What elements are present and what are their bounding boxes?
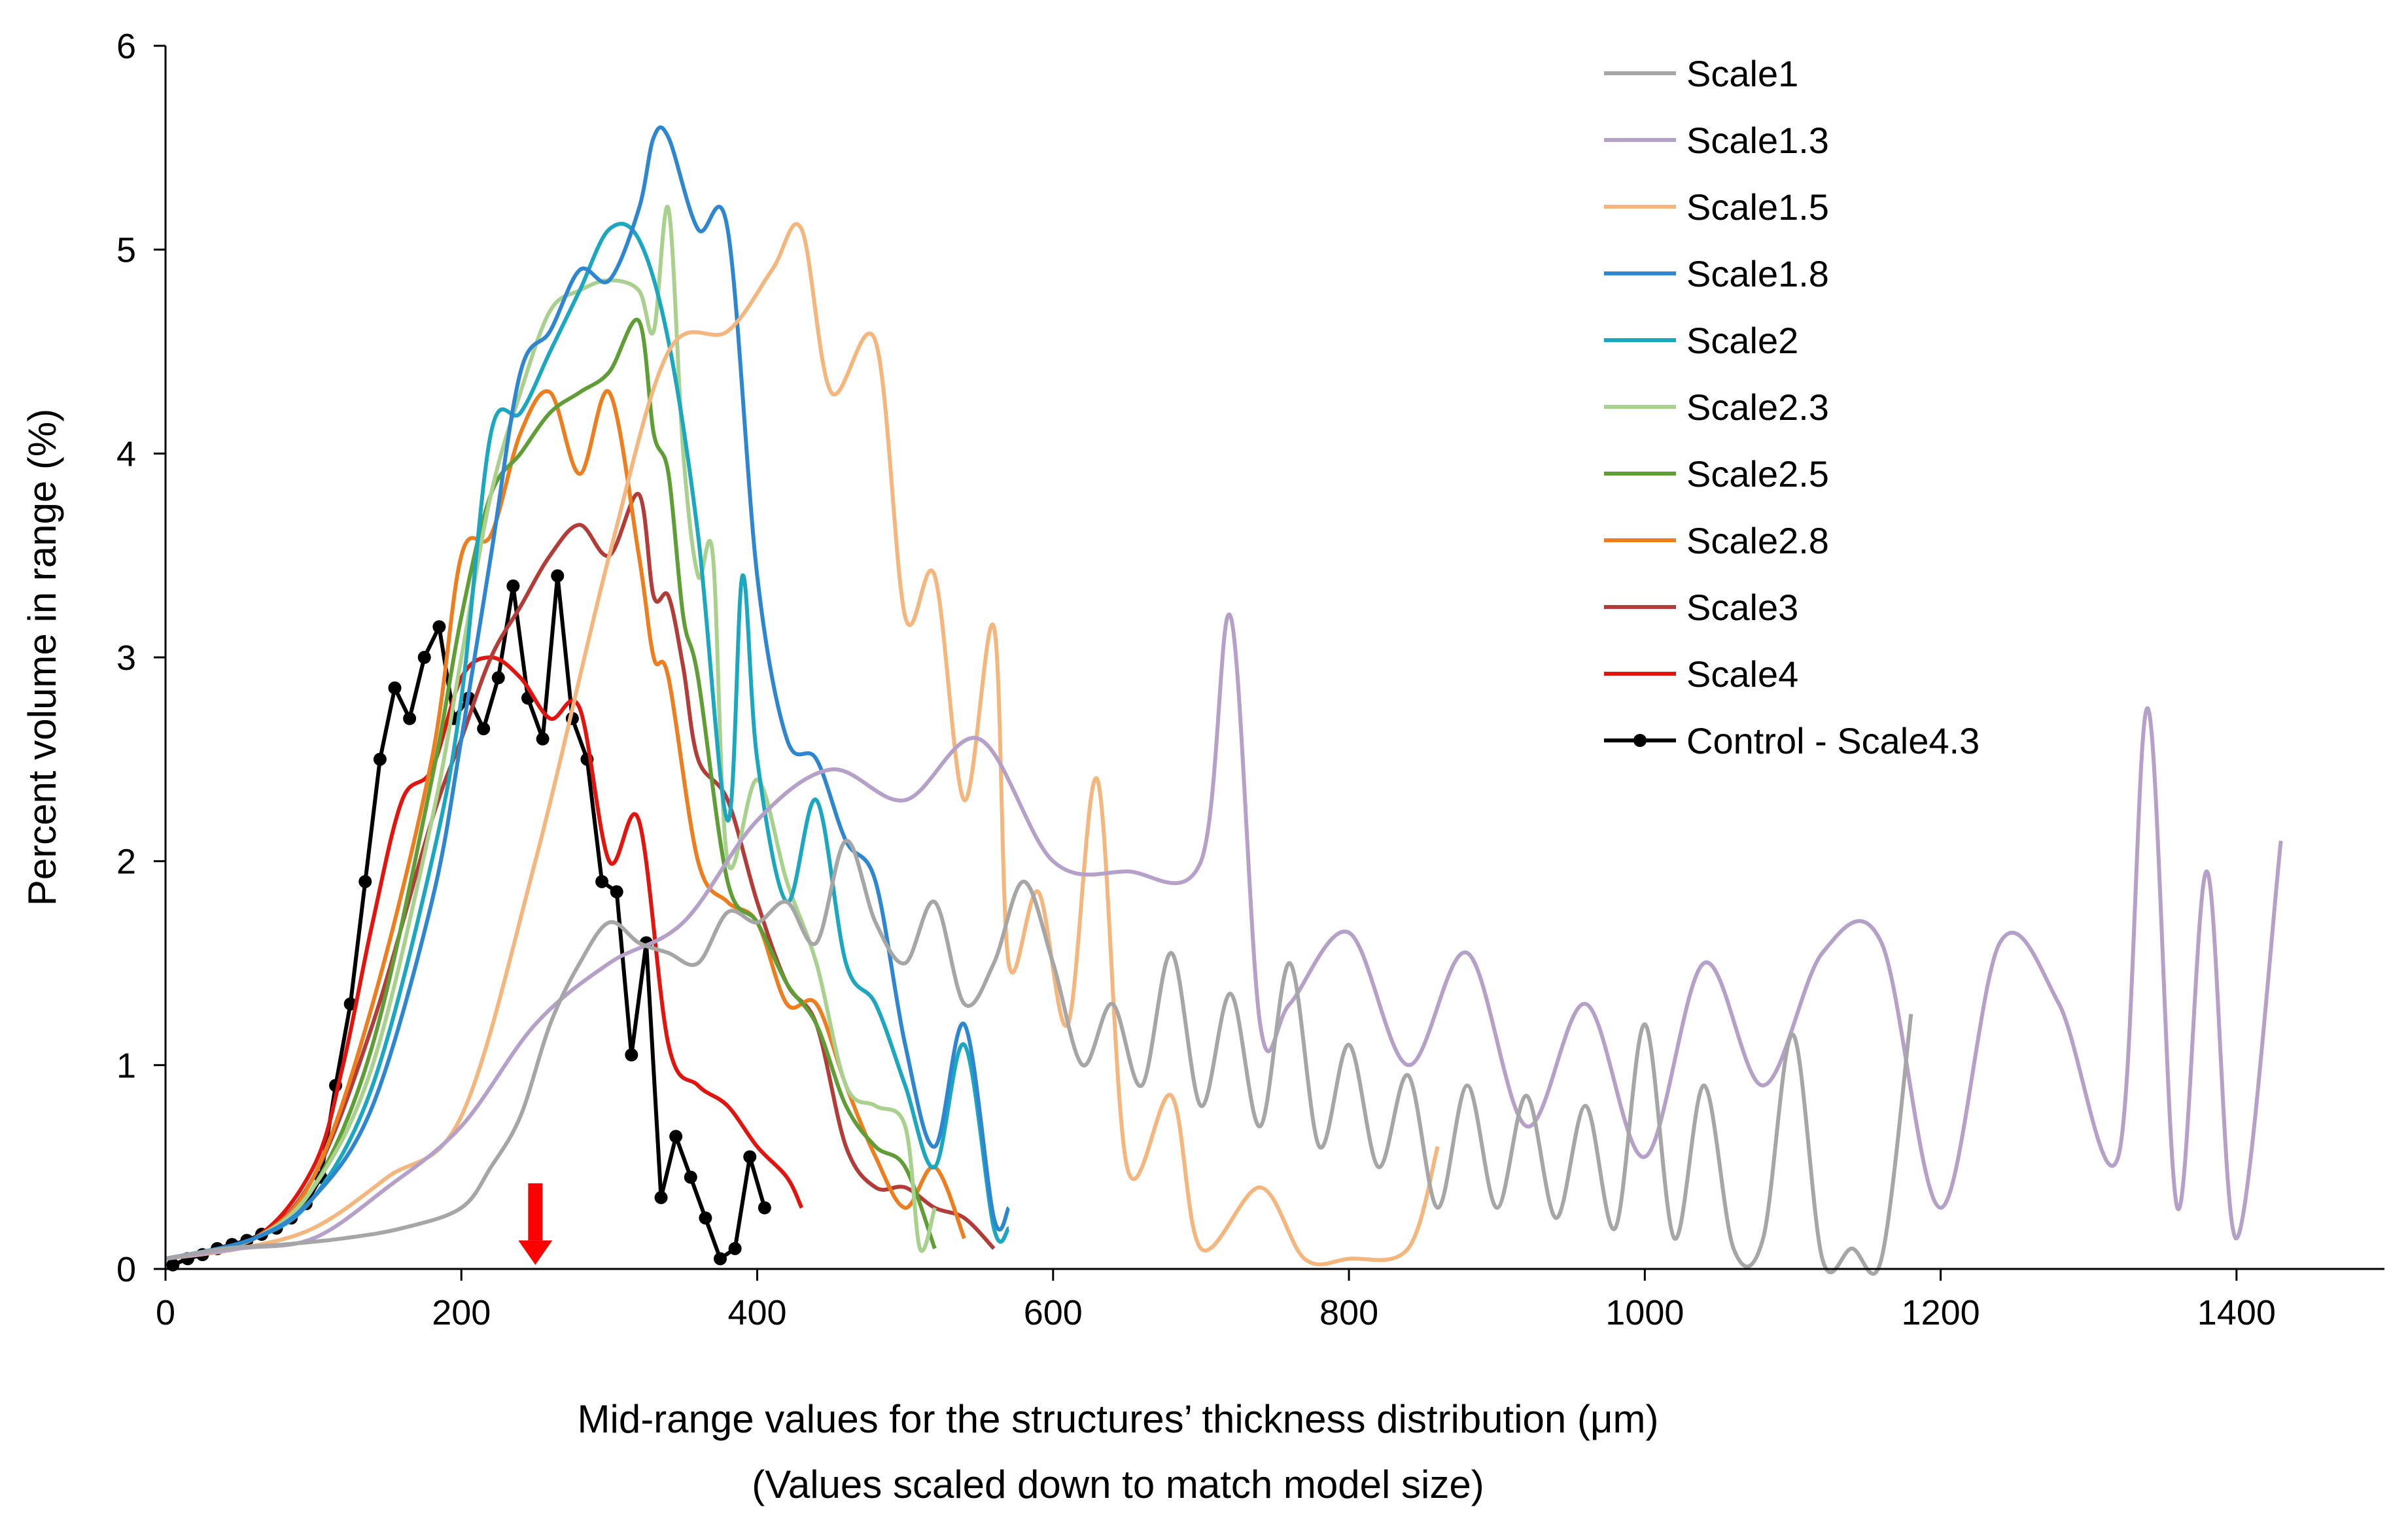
legend-entry-control-scale4-3: Control - Scale4.3 <box>1604 720 1980 761</box>
series-line-control-scale4-3 <box>172 574 767 1267</box>
series-scale2-5 <box>165 317 937 1261</box>
x-axis-title: Mid-range values for the structures’ thi… <box>578 1397 1659 1441</box>
data-point <box>536 732 550 746</box>
series-line-scale1-8 <box>165 125 1011 1261</box>
series-scale4 <box>165 655 804 1261</box>
y-tick-label: 3 <box>116 638 136 678</box>
series-line-scale1-5 <box>165 222 1440 1267</box>
data-point <box>684 1170 697 1184</box>
legend-label: Scale1.3 <box>1686 120 1829 161</box>
data-point <box>758 1201 771 1215</box>
data-point <box>714 1252 727 1266</box>
y-tick-label: 5 <box>116 231 136 270</box>
x-tick-label: 200 <box>432 1293 491 1332</box>
x-tick-label: 800 <box>1319 1293 1378 1332</box>
data-point <box>743 1150 757 1164</box>
series-line-scale4 <box>165 655 804 1261</box>
data-point <box>669 1130 683 1143</box>
legend-entry-scale2-8: Scale2.8 <box>1604 520 1829 561</box>
red-arrow-marker <box>518 1183 553 1265</box>
series-line-scale2-8 <box>165 389 966 1261</box>
y-tick-label: 2 <box>116 842 136 882</box>
data-point <box>728 1241 742 1255</box>
legend-label: Scale2.5 <box>1686 453 1829 494</box>
data-point <box>699 1211 712 1225</box>
legend-entry-scale1-8: Scale1.8 <box>1604 253 1829 294</box>
series-scale1-3 <box>165 612 2283 1261</box>
legend-entry-scale4: Scale4 <box>1604 653 1798 695</box>
legend: Scale1 Scale1.3 Scale1.5 Scale1.8 Scale2 Scal… <box>1604 53 1980 761</box>
legend-entry-scale1-3: Scale1.3 <box>1604 120 1829 161</box>
data-point <box>595 875 609 888</box>
data-point <box>373 752 387 766</box>
data-point <box>625 1048 638 1062</box>
legend-entry-scale2-5: Scale2.5 <box>1604 453 1829 494</box>
data-point <box>358 875 372 888</box>
legend-label: Scale2.3 <box>1686 387 1829 428</box>
y-tick-label: 1 <box>116 1046 136 1085</box>
y-tick-label: 6 <box>116 27 136 66</box>
series-scale2 <box>165 222 1011 1261</box>
legend-marker <box>1633 734 1647 747</box>
data-point <box>432 620 446 634</box>
y-axis-title: Percent volume in range (%) <box>20 409 64 906</box>
x-tick-label: 1000 <box>1605 1293 1684 1332</box>
axes: 0 200 400 600 800 1000 1200 1400 0 1 2 3 4 5 6 <box>116 27 2384 1332</box>
y-tick-label: 0 <box>116 1250 136 1289</box>
series-line-scale2 <box>165 222 1011 1261</box>
y-tick-label: 4 <box>116 434 136 474</box>
x-tick-label: 1400 <box>2197 1293 2276 1332</box>
x-tick-label: 0 <box>156 1293 175 1332</box>
series-line-scale2-3 <box>165 205 937 1261</box>
series-scale2-3 <box>165 205 937 1261</box>
legend-label: Scale4 <box>1686 653 1798 695</box>
data-point <box>491 671 505 685</box>
series-scale2-8 <box>165 389 966 1261</box>
series-line-scale2-5 <box>165 317 937 1261</box>
legend-label: Scale1 <box>1686 53 1798 94</box>
x-tick-label: 600 <box>1024 1293 1083 1332</box>
legend-entry-scale1-5: Scale1.5 <box>1604 186 1829 228</box>
x-axis-subtitle: (Values scaled down to match model size) <box>752 1463 1484 1506</box>
legend-label: Scale1.5 <box>1686 186 1829 228</box>
legend-entry-scale2-3: Scale2.3 <box>1604 387 1829 428</box>
data-point <box>551 569 565 583</box>
legend-label: Scale2 <box>1686 320 1798 361</box>
series-scale1-8 <box>165 125 1011 1261</box>
legend-label: Scale3 <box>1686 587 1798 628</box>
legend-entry-scale2: Scale2 <box>1604 320 1798 361</box>
data-point <box>610 885 623 899</box>
legend-entry-scale3: Scale3 <box>1604 587 1798 628</box>
series-line-scale1 <box>165 839 1913 1276</box>
series-scale1-5 <box>165 222 1440 1267</box>
legend-label: Control - Scale4.3 <box>1686 720 1980 761</box>
series-scale1 <box>165 839 1913 1276</box>
data-point <box>417 651 431 664</box>
x-tick-label: 1200 <box>1902 1293 1980 1332</box>
data-point <box>388 681 402 695</box>
data-point <box>403 712 417 725</box>
plot-area <box>165 125 2283 1276</box>
legend-label: Scale2.8 <box>1686 520 1829 561</box>
data-point <box>654 1190 668 1204</box>
series-line-scale1-3 <box>165 612 2283 1261</box>
legend-entry-scale1: Scale1 <box>1604 53 1798 94</box>
data-point <box>506 579 520 593</box>
data-point <box>477 722 491 736</box>
series-control-scale4-3 <box>166 569 771 1272</box>
x-tick-label: 400 <box>727 1293 786 1332</box>
legend-label: Scale1.8 <box>1686 253 1829 294</box>
